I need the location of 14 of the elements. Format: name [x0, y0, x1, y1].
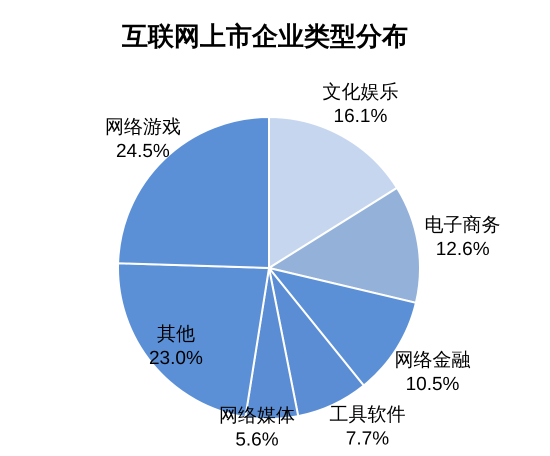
chart-title: 互联网上市企业类型分布	[121, 21, 408, 51]
data-label: 7.7%	[346, 428, 390, 450]
data-label: 5.6%	[235, 430, 279, 451]
data-label: 24.5%	[116, 140, 170, 162]
data-label: 10.5%	[406, 374, 460, 396]
slice-label: 网络游戏	[104, 116, 181, 138]
slice-label: 其他	[156, 324, 195, 345]
slice-label: 工具软件	[329, 404, 406, 426]
data-label: 16.1%	[334, 106, 388, 127]
data-label: 12.6%	[436, 239, 490, 260]
slice-label: 网络金融	[394, 350, 471, 372]
slice-label: 电子商务	[424, 214, 501, 236]
slice-label: 文化娱乐	[322, 82, 398, 103]
data-label: 23.0%	[148, 348, 203, 369]
